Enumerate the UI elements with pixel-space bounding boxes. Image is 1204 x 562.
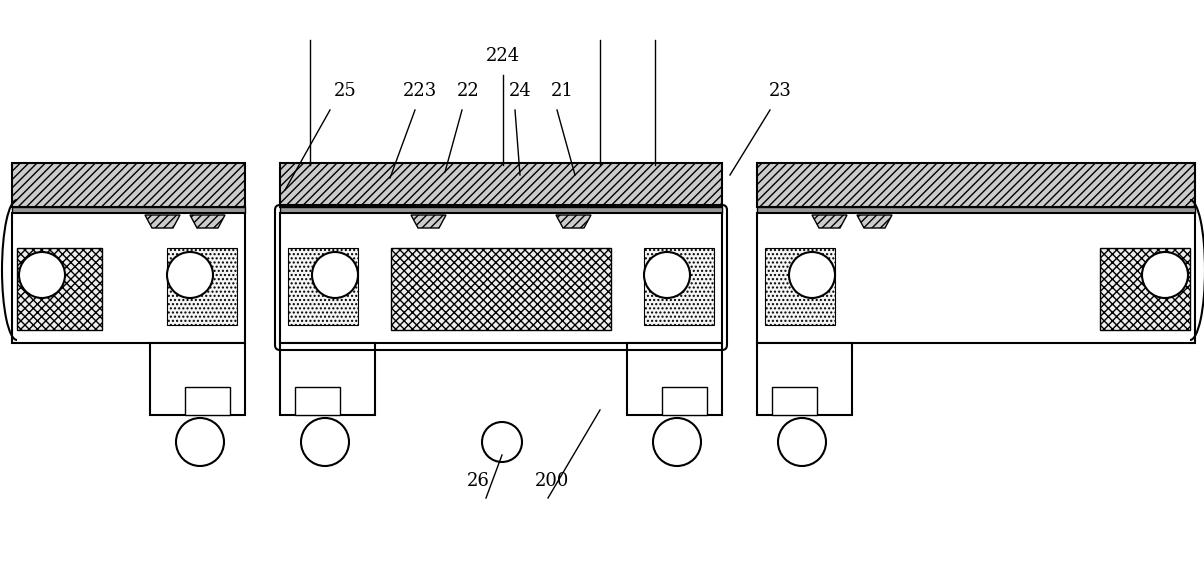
Circle shape: [176, 418, 224, 466]
Bar: [662, 387, 707, 415]
Bar: [12, 163, 244, 207]
Bar: [391, 248, 610, 330]
Bar: [288, 248, 358, 325]
Bar: [281, 213, 722, 343]
Bar: [12, 213, 244, 343]
Bar: [281, 207, 722, 213]
Text: 223: 223: [403, 82, 437, 100]
Bar: [167, 248, 237, 325]
Text: 22: 22: [456, 82, 479, 100]
Circle shape: [653, 418, 701, 466]
Bar: [295, 387, 340, 415]
Bar: [765, 248, 836, 325]
Text: 224: 224: [486, 47, 520, 65]
Circle shape: [167, 252, 213, 298]
Circle shape: [789, 252, 836, 298]
Bar: [17, 248, 102, 330]
Bar: [150, 343, 244, 415]
Circle shape: [312, 252, 358, 298]
Polygon shape: [556, 215, 591, 228]
Text: 25: 25: [334, 82, 356, 100]
Bar: [627, 343, 722, 415]
Circle shape: [1143, 252, 1188, 298]
Circle shape: [482, 422, 523, 462]
Bar: [1100, 248, 1190, 330]
Bar: [757, 343, 852, 415]
Bar: [281, 163, 722, 207]
Text: 200: 200: [535, 472, 569, 490]
Bar: [644, 248, 714, 325]
Polygon shape: [411, 215, 445, 228]
Polygon shape: [811, 215, 846, 228]
Bar: [757, 213, 1196, 343]
Bar: [185, 387, 230, 415]
Polygon shape: [857, 215, 892, 228]
Bar: [757, 163, 1196, 207]
Circle shape: [778, 418, 826, 466]
Circle shape: [19, 252, 65, 298]
Polygon shape: [190, 215, 225, 228]
Bar: [281, 343, 374, 415]
Text: 23: 23: [768, 82, 791, 100]
Text: 24: 24: [508, 82, 531, 100]
Text: 26: 26: [467, 472, 490, 490]
Polygon shape: [144, 215, 181, 228]
Bar: [757, 207, 1196, 213]
Circle shape: [644, 252, 690, 298]
Bar: [12, 207, 244, 213]
Text: 21: 21: [550, 82, 573, 100]
Circle shape: [301, 418, 349, 466]
Bar: [772, 387, 818, 415]
